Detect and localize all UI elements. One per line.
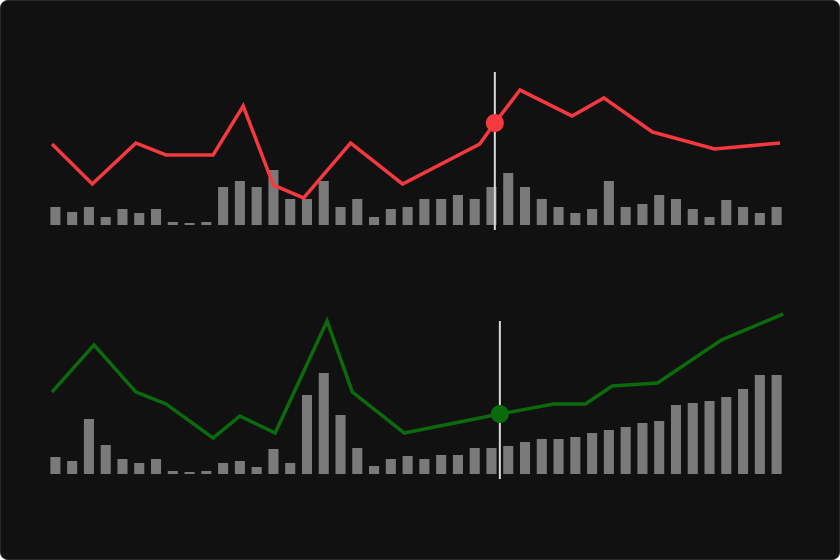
volume-bar [721, 200, 732, 225]
volume-bar [620, 207, 631, 225]
volume-bar [318, 181, 329, 225]
volume-bar [100, 445, 111, 474]
volume-bar [587, 433, 598, 474]
volume-bar [285, 199, 296, 225]
volume-bar [603, 430, 614, 474]
volume-bar [201, 222, 212, 225]
volume-bar [637, 423, 648, 474]
volume-bar [670, 199, 682, 225]
volume-bar [67, 461, 78, 474]
volume-bar [167, 222, 178, 225]
volume-bar [436, 199, 447, 225]
volume-bar [738, 207, 749, 225]
volume-bar [67, 212, 78, 225]
volume-bar [385, 209, 396, 225]
volume-bar [637, 204, 648, 225]
volume-bar [452, 455, 463, 474]
volume-bar [268, 170, 279, 225]
volume-bar [553, 439, 564, 474]
volume-bar [419, 199, 430, 225]
volume-bar [285, 463, 296, 474]
volume-bar [754, 213, 765, 225]
volume-bar [536, 199, 547, 225]
price-line [50, 312, 784, 441]
volume-bar [134, 213, 145, 225]
volume-bar [301, 395, 313, 474]
volume-bar [469, 199, 480, 225]
volume-bar [654, 195, 665, 225]
volume-bar [268, 449, 279, 474]
volume-bar [184, 223, 195, 225]
volume-bar [167, 471, 178, 474]
volume-bar [519, 442, 531, 474]
volume-bar [570, 213, 581, 225]
volume-bar [670, 405, 682, 474]
volume-bar [150, 209, 162, 225]
volume-bar [234, 461, 245, 474]
volume-bar [738, 389, 749, 474]
volume-bar [486, 448, 497, 474]
volume-bar [436, 455, 447, 474]
volume-bar [486, 187, 497, 225]
volume-bar [385, 459, 396, 474]
volume-bar [469, 448, 480, 474]
volume-bar [369, 217, 380, 225]
volume-bar [452, 195, 463, 225]
volume-bar [117, 459, 128, 474]
volume-bar [519, 187, 531, 225]
volume-bar [83, 419, 94, 474]
volume-bar [771, 207, 782, 225]
volume-bar [553, 207, 564, 225]
volume-bar [335, 207, 346, 225]
volume-bar [503, 173, 514, 225]
volume-bar [301, 199, 313, 225]
volume-bar [318, 373, 329, 474]
volume-bar [100, 217, 111, 225]
volume-bar [704, 217, 715, 225]
volume-bar [335, 415, 346, 474]
volume-bar [352, 199, 363, 225]
volume-bar [83, 207, 94, 225]
volume-bar [687, 403, 698, 474]
volume-bar [587, 209, 598, 225]
volume-bar [150, 459, 162, 474]
volume-bar [754, 375, 765, 474]
volume-bar [620, 427, 631, 474]
volume-bar [134, 463, 145, 474]
price-line [50, 87, 781, 201]
volume-bar [251, 187, 262, 225]
volume-bar [771, 375, 782, 474]
volume-bar [721, 397, 732, 474]
volume-bar [419, 459, 430, 474]
highlight-marker [490, 405, 509, 423]
volume-bar [218, 187, 229, 225]
volume-bar [50, 457, 61, 474]
volume-bar [369, 466, 380, 474]
volume-bar [251, 467, 262, 474]
volume-bar [50, 207, 61, 225]
volume-bar [234, 181, 245, 225]
volume-bar [603, 181, 614, 225]
volume-bar [704, 401, 715, 474]
volume-bar [402, 207, 413, 225]
volume-bar [536, 439, 547, 474]
volume-bar [184, 472, 195, 474]
volume-bar [201, 471, 212, 474]
volume-bar [570, 437, 581, 474]
volume-bar [117, 209, 128, 225]
volume-bar [503, 446, 514, 474]
volume-bar [402, 456, 413, 474]
volume-bar [218, 463, 229, 474]
volume-bar [654, 421, 665, 474]
volume-bar [687, 209, 698, 225]
highlight-marker [485, 114, 504, 132]
volume-bar [352, 448, 363, 474]
